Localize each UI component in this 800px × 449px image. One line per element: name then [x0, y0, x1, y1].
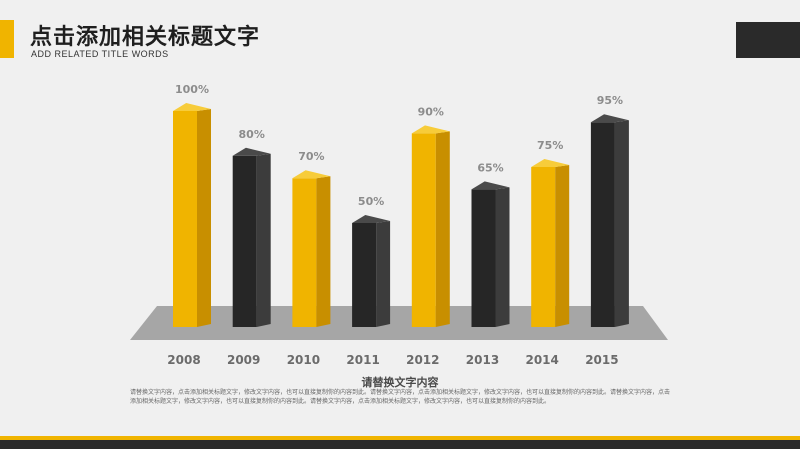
bar-side-face	[197, 109, 211, 327]
bar-top-face	[590, 114, 629, 123]
bar-top-face	[352, 215, 391, 223]
body-text: 请替换文字内容，点击添加相关标题文字，修改文字内容，也可以直接复制你的内容到此。…	[130, 389, 671, 405]
bar-side-face	[614, 120, 629, 327]
bar-top-face	[232, 147, 271, 156]
data-label-2008: 100%	[175, 83, 209, 96]
bar-front-face	[292, 178, 317, 327]
bar-2011	[352, 215, 391, 327]
bar-front-face	[173, 111, 197, 327]
header-accent-bar	[0, 20, 14, 58]
x-tick-label-2014: 2014	[525, 353, 558, 367]
x-tick-label-2013: 2013	[466, 353, 499, 367]
bar-2014	[531, 159, 570, 327]
bar-top-face	[531, 159, 570, 167]
bar-2008	[173, 103, 211, 327]
bar-side-face	[316, 176, 331, 327]
bar-front-face	[352, 223, 377, 327]
x-tick-label-2012: 2012	[406, 353, 439, 367]
bar-2013	[471, 181, 510, 327]
header-corner-block	[736, 22, 800, 58]
bar-front-face	[232, 155, 257, 327]
bar-top-face	[411, 125, 450, 134]
bar-front-face	[471, 189, 496, 327]
bar-front-face	[411, 133, 436, 327]
body-title: 请替换文字内容	[361, 376, 439, 389]
bar-side-face	[376, 221, 391, 327]
bar-2009	[232, 147, 271, 327]
x-tick-label-2008: 2008	[167, 353, 200, 367]
data-label-2013: 65%	[477, 161, 503, 174]
bar-side-face	[555, 165, 570, 327]
page-title: 点击添加相关标题文字	[30, 25, 261, 50]
data-label-2015: 95%	[597, 94, 623, 107]
data-label-2009: 80%	[239, 128, 265, 141]
data-label-2014: 75%	[537, 139, 563, 152]
bar-side-face	[495, 187, 510, 327]
bar-2012	[411, 125, 450, 327]
bar-top-face	[471, 181, 510, 190]
bar-front-face	[590, 122, 615, 327]
bar-2015	[590, 114, 629, 327]
footer-accent-line	[0, 436, 800, 440]
page-subtitle: ADD RELATED TITLE WORDS	[31, 49, 169, 59]
x-tick-label-2011: 2011	[346, 353, 379, 367]
data-label-2011: 50%	[358, 195, 384, 208]
x-tick-label-2009: 2009	[227, 353, 260, 367]
data-label-2010: 70%	[298, 150, 324, 163]
data-label-2012: 90%	[418, 105, 444, 118]
bar-side-face	[435, 131, 450, 327]
bar-side-face	[256, 153, 271, 327]
x-tick-label-2010: 2010	[287, 353, 320, 367]
footer-bar	[0, 440, 800, 449]
x-tick-label-2015: 2015	[585, 353, 618, 367]
bar-top-face	[173, 103, 211, 111]
bar-top-face	[292, 170, 331, 179]
bar-front-face	[531, 167, 556, 327]
bar-2010	[292, 170, 331, 327]
